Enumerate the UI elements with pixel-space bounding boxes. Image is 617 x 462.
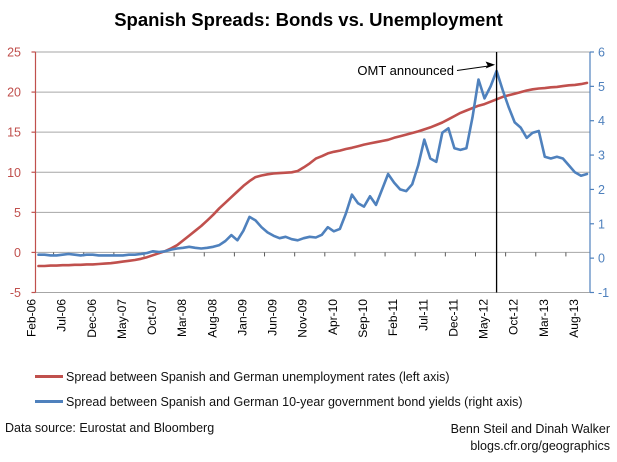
left-axis-label: 5 [14,206,21,220]
legend-swatch-unemployment-icon [35,375,63,378]
left-axis-label: 10 [7,166,21,180]
bond-yield-spread-line [37,69,589,257]
omt-annotation-arrowhead [485,61,496,69]
credit-block: Benn Steil and Dinah Walker blogs.cfr.or… [451,421,610,455]
x-axis-label: Mar-13 [537,299,551,337]
x-axis-label: May-07 [115,299,129,339]
right-axis-label: 3 [598,149,605,163]
left-axis-label: -5 [10,286,21,300]
x-axis-label: Oct-07 [145,299,159,335]
x-axis-label: Nov-09 [296,299,310,338]
legend-label-bonds: Spread between Spanish and German 10-yea… [66,394,523,409]
credit-authors: Benn Steil and Dinah Walker [450,422,610,436]
left-axis-label: 25 [7,46,21,60]
right-axis-label: 2 [598,183,605,197]
x-axis-label: Mar-08 [175,299,189,337]
x-axis-label: Jan-09 [235,299,249,336]
unemployment-spread-line [37,81,589,268]
x-axis-label: Oct-12 [507,299,521,335]
x-axis-label: Dec-06 [85,299,99,338]
x-axis-label: Feb-11 [386,299,400,336]
chart-legend: Spread between Spanish and German unempl… [35,364,523,414]
x-axis-label: May-12 [477,299,491,339]
x-axis-label: Feb-06 [25,299,39,337]
chart-footer: Data source: Eurostat and Bloomberg Benn… [5,421,610,455]
omt-annotation-arrow [456,65,489,71]
x-axis-label: Sep-10 [356,299,370,338]
legend-swatch-bonds-icon [35,400,63,403]
legend-item-bonds: Spread between Spanish and German 10-yea… [35,389,523,414]
x-axis-label: Jun-09 [266,299,280,336]
x-axis-label: Jul-06 [55,299,69,332]
x-axis-label: Aug-08 [205,299,219,338]
right-axis-label: 4 [598,114,605,128]
left-axis-label: 20 [7,86,21,100]
credit-url: blogs.cfr.org/geographics [470,439,610,453]
data-source-note: Data source: Eurostat and Bloomberg [5,421,215,435]
left-axis-label: 15 [7,126,21,140]
omt-annotation-label: OMT announced [357,63,454,78]
x-axis-label: Jul-11 [416,299,430,331]
legend-item-unemployment: Spread between Spanish and German unempl… [35,364,523,389]
legend-label-unemployment: Spread between Spanish and German unempl… [66,369,450,384]
right-axis-label: 0 [598,252,605,266]
right-axis-label: 5 [598,80,605,94]
left-axis-label: 0 [14,246,21,260]
x-axis-label: Dec-11 [446,299,460,337]
right-axis-label: 1 [598,217,605,231]
chart-title: Spanish Spreads: Bonds vs. Unemployment [114,9,503,30]
right-axis-label: -1 [598,286,609,300]
x-axis-label: Apr-10 [326,299,340,335]
right-axis-label: 6 [598,46,605,60]
x-axis-label: Aug-13 [567,299,581,338]
